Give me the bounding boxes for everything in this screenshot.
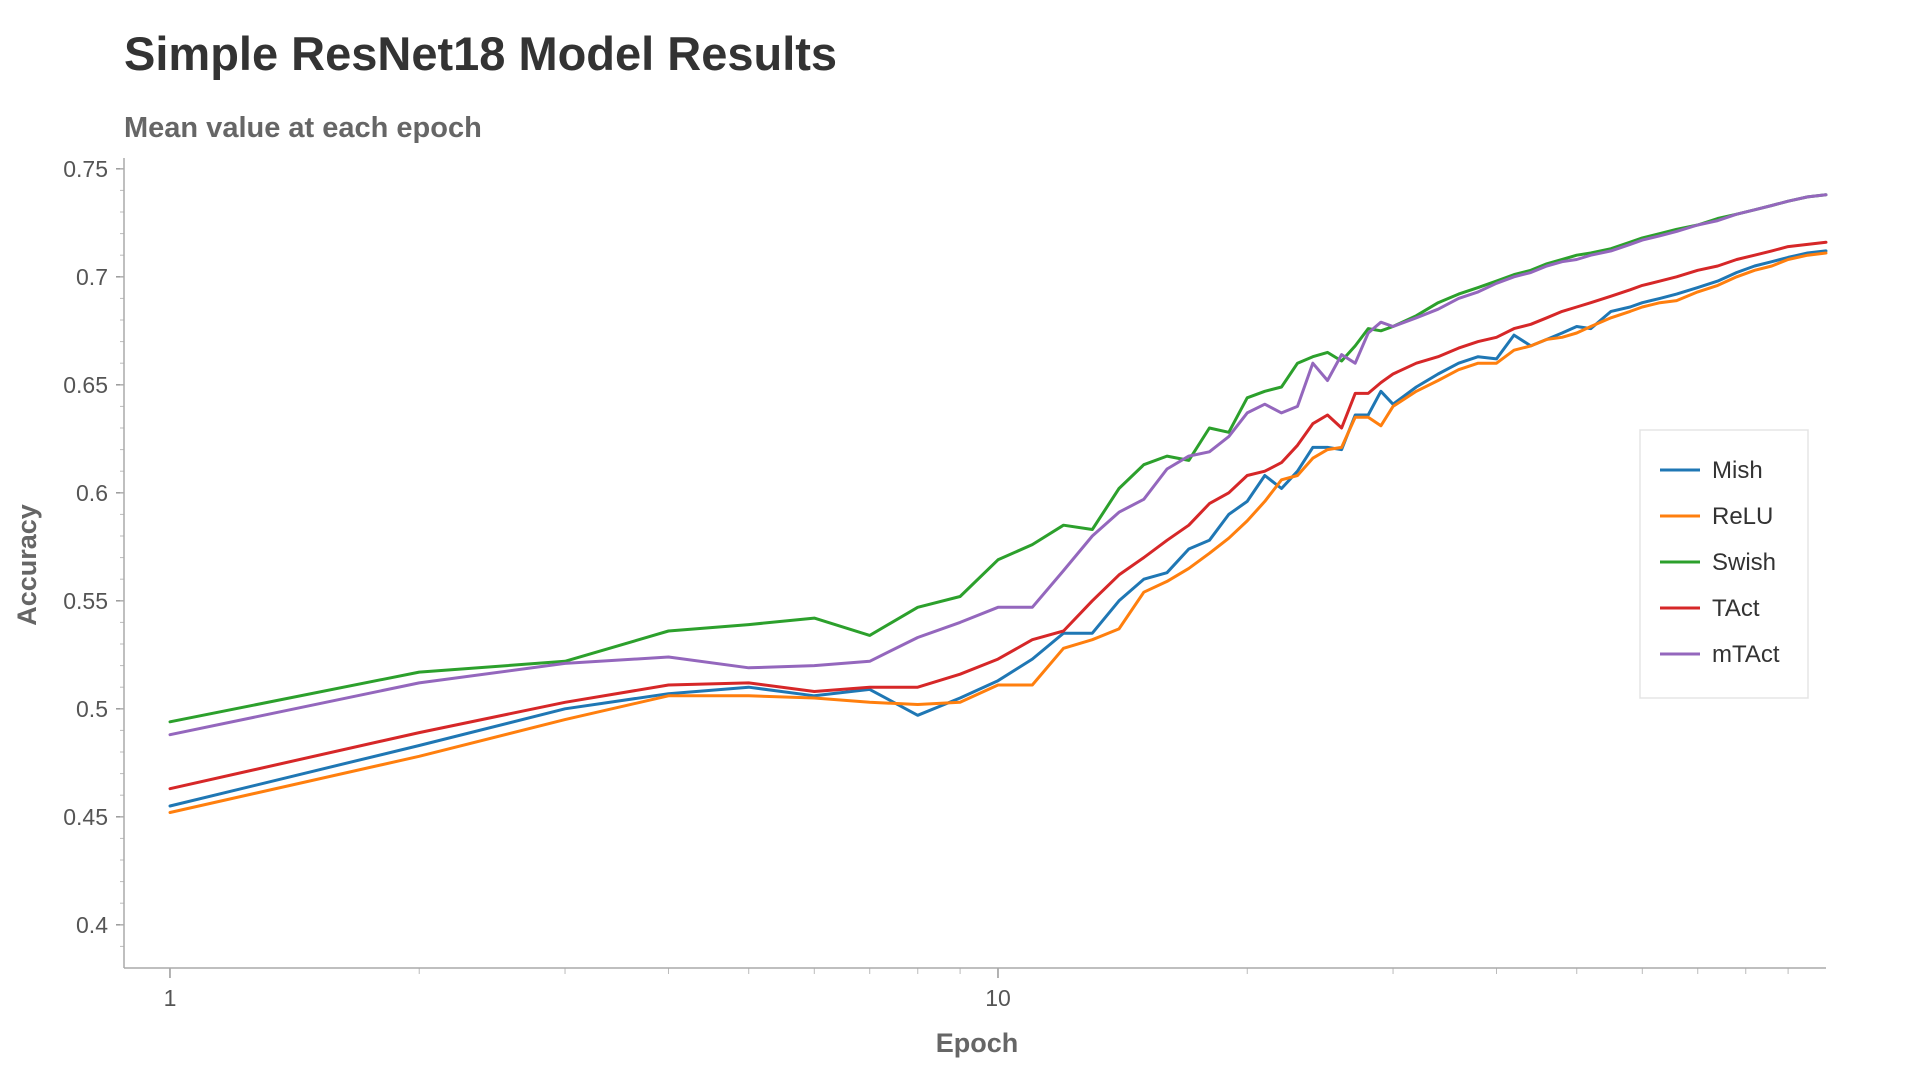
y-axis-title: Accuracy	[12, 504, 42, 626]
series-line-swish	[168, 193, 1828, 724]
legend-label-relu: ReLU	[1712, 503, 1773, 530]
legend-label-tact: TAct	[1712, 595, 1760, 622]
chart-title: Simple ResNet18 Model Results	[124, 27, 838, 80]
legend: Mish ReLU Swish TAct mTAct	[1639, 429, 1809, 699]
y-tick-label: 0.5	[76, 696, 108, 722]
legend-label-mtact: mTAct	[1712, 641, 1780, 668]
series-line-mish	[168, 249, 1828, 808]
legend-label-swish: Swish	[1712, 549, 1776, 576]
y-tick-label: 0.75	[63, 156, 108, 182]
y-tick-label: 0.55	[63, 588, 108, 614]
y-tick-label: 0.6	[76, 480, 108, 506]
x-tick-label: 10	[985, 985, 1011, 1011]
series-line-mtact	[168, 193, 1828, 737]
series-line-relu	[168, 251, 1828, 814]
y-tick-label: 0.4	[76, 912, 108, 938]
x-axis-title: Epoch	[936, 1028, 1019, 1058]
y-tick-label: 0.45	[63, 804, 108, 830]
series-line-tact	[168, 240, 1828, 791]
axis-ticks: 0.4 0.45 0.5 0.55 0.6 0.65 0.7 0.75 1 10	[63, 156, 1789, 1011]
series-lines	[168, 193, 1828, 814]
y-tick-label: 0.7	[76, 264, 108, 290]
chart-subtitle: Mean value at each epoch	[124, 112, 482, 144]
y-tick-label: 0.65	[63, 372, 108, 398]
x-tick-label: 1	[164, 985, 177, 1011]
legend-label-mish: Mish	[1712, 457, 1763, 484]
